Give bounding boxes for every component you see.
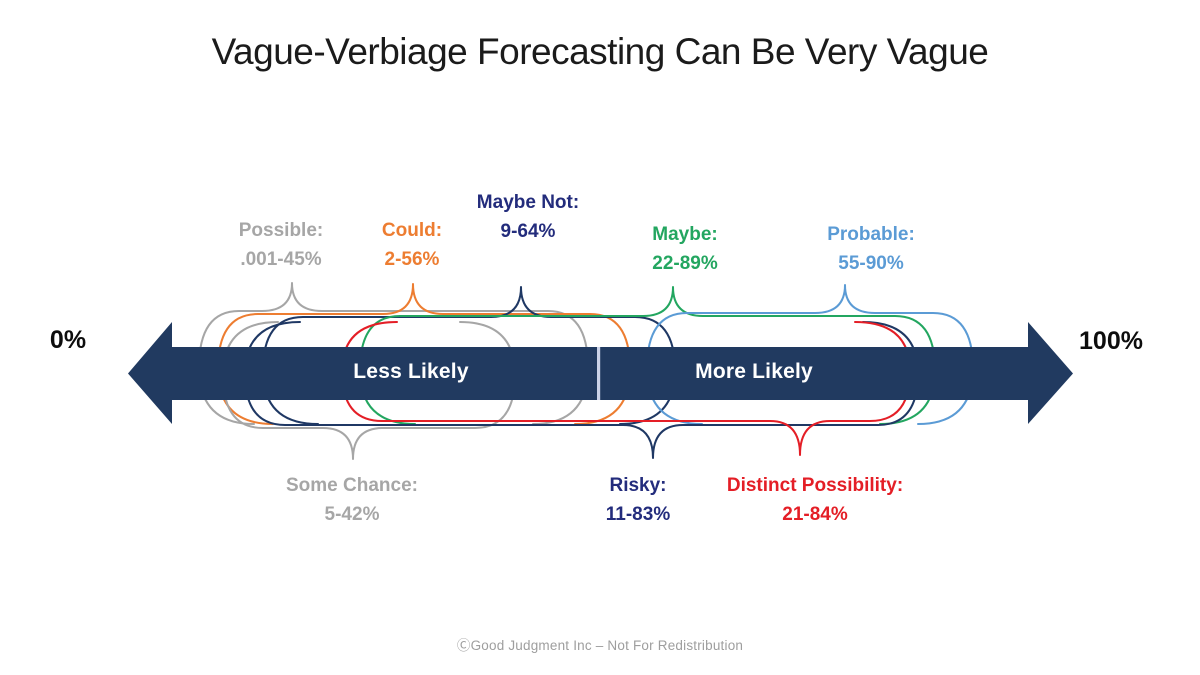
term-maybe-not: Maybe Not: 9-64%: [477, 188, 579, 246]
axis-min-label: 0%: [49, 326, 87, 354]
term-name: Risky:: [609, 475, 667, 496]
term-name: Maybe:: [652, 224, 718, 245]
term-name: Could:: [381, 220, 443, 241]
term-some-chance: Some Chance: 5-42%: [286, 471, 418, 529]
arrow-label-more-likely: More Likely: [695, 360, 813, 384]
term-possible: Possible: .001-45%: [239, 216, 323, 274]
arrow-label-less-likely: Less Likely: [353, 360, 469, 384]
term-risky: Risky: 11-83%: [606, 471, 670, 529]
probability-arrow: [128, 322, 1073, 424]
term-probable: Probable: 55-90%: [827, 220, 915, 278]
term-maybe: Maybe: 22-89%: [652, 220, 718, 278]
arrow-center-divider: [597, 347, 601, 400]
term-name: Possible:: [238, 220, 324, 241]
term-range: 21-84%: [782, 504, 848, 525]
term-could: Could: 2-56%: [382, 216, 442, 274]
term-name: Distinct Possibility:: [726, 475, 904, 496]
term-range: 9-64%: [500, 221, 556, 242]
term-range: 11-83%: [605, 504, 671, 525]
page-title: Vague-Verbiage Forecasting Can Be Very V…: [211, 31, 989, 72]
axis-max-label: 100%: [1079, 327, 1143, 355]
footer-credit: ⒸGood Judgment Inc – Not For Redistribut…: [456, 638, 744, 653]
term-name: Maybe Not:: [476, 192, 580, 213]
term-range: 55-90%: [838, 253, 904, 274]
term-name: Some Chance:: [286, 475, 418, 496]
term-range: 22-89%: [652, 253, 718, 274]
term-range: 5-42%: [324, 504, 380, 525]
term-range: 2-56%: [384, 249, 440, 270]
term-name: Probable:: [827, 224, 915, 245]
term-distinct-possibility: Distinct Possibility: 21-84%: [727, 471, 903, 529]
term-range: .001-45%: [240, 249, 322, 270]
